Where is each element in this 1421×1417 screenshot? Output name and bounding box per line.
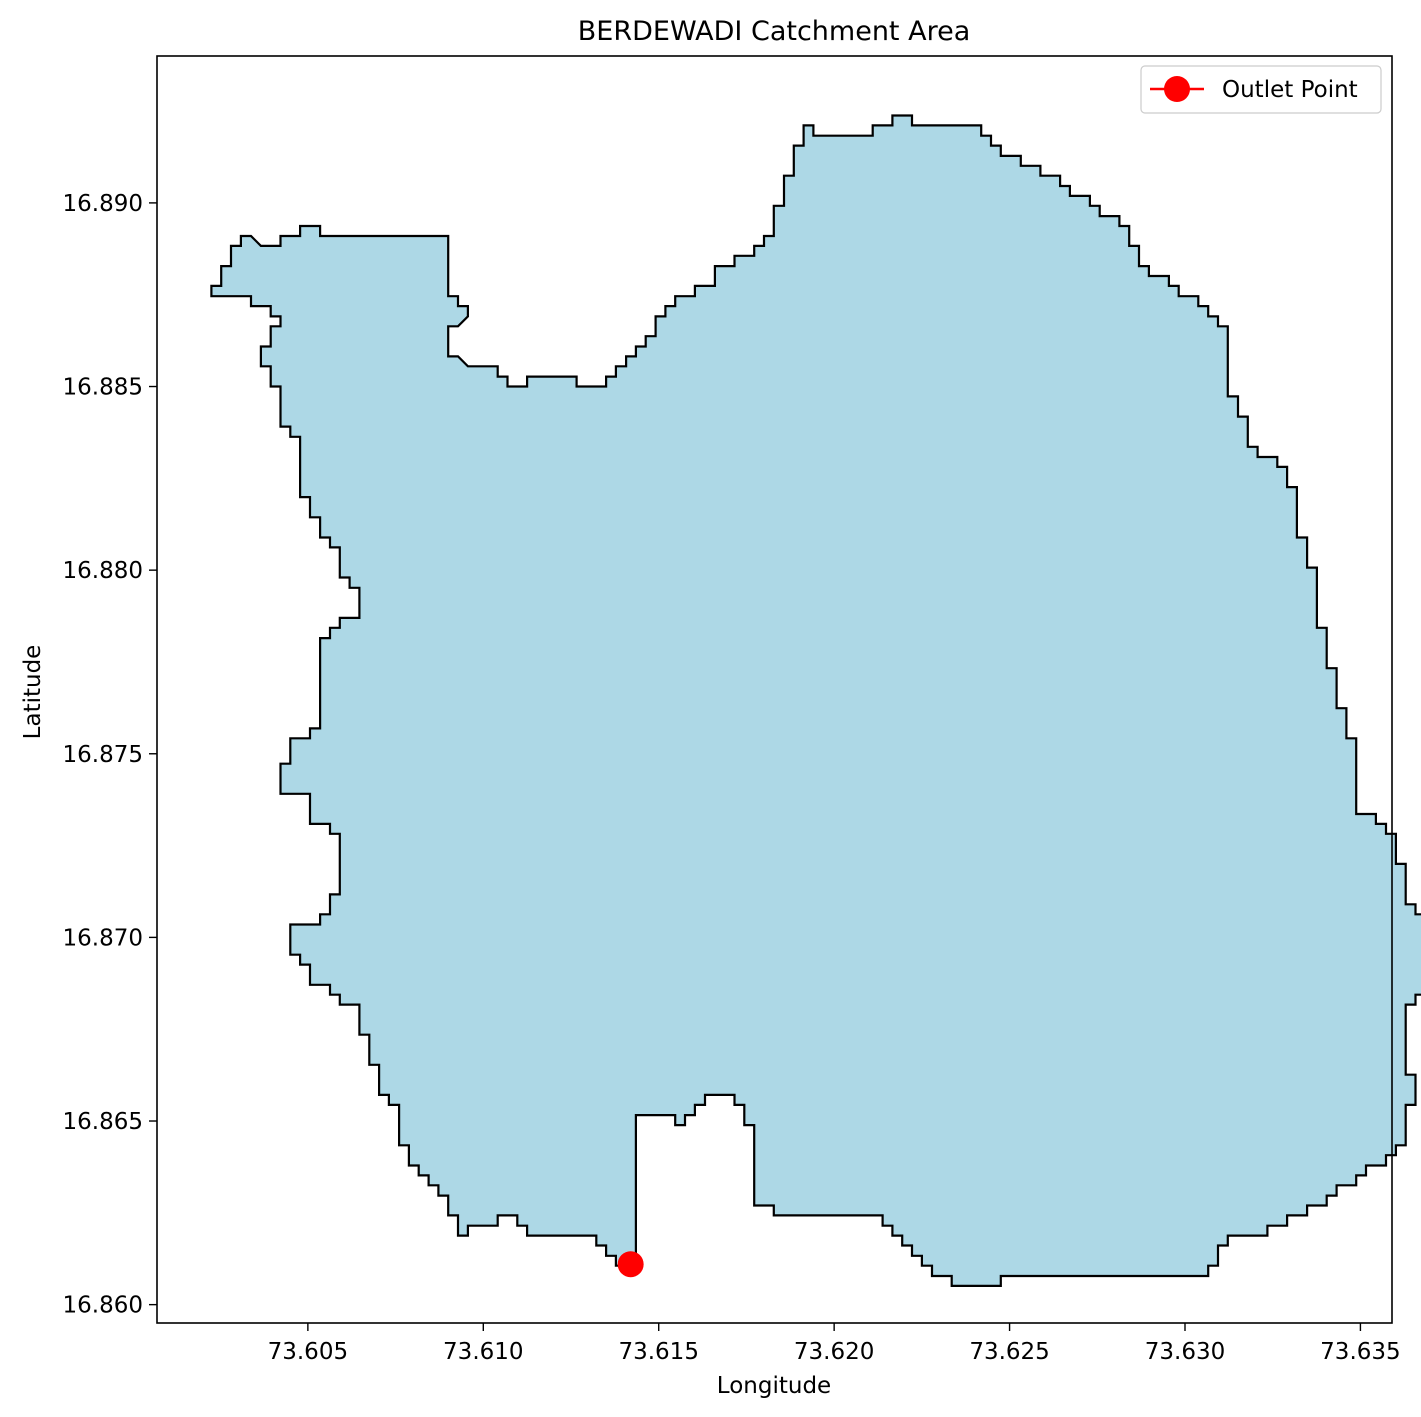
y-tick-label: 16.865 [63,1109,143,1135]
legend-box [1140,65,1382,114]
y-tick-label: 16.870 [63,925,143,951]
y-axis: 16.860 16.865 16.870 16.875 16.880 16.885 16.8… [63,191,157,1319]
chart-title: BERDEWADI Catchment Area [578,16,971,47]
y-tick-label: 16.860 [63,1293,143,1319]
y-tick-label: 16.880 [63,558,143,584]
x-tick-label: 73.630 [1145,1339,1225,1365]
x-tick-label: 73.615 [618,1339,698,1365]
catchment-polygon [210,114,1421,1287]
axes-frame [156,55,1393,1324]
y-tick-label: 16.875 [63,742,143,768]
x-tick-label: 73.620 [794,1339,874,1365]
legend-marker [1164,76,1190,102]
x-tick-label: 73.605 [268,1339,348,1365]
y-axis-label: Latitude [20,645,46,740]
outlet-point-marker [617,1251,644,1278]
y-tick-label: 16.890 [63,191,143,217]
y-tick-label: 16.885 [63,375,143,401]
legend-label: Outlet Point [1222,77,1358,103]
x-axis-label: Longitude [717,1373,831,1399]
x-tick-label: 73.635 [1320,1339,1400,1365]
x-tick-label: 73.610 [443,1339,523,1365]
legend: Outlet Point [1140,65,1382,114]
x-axis: 73.605 73.610 73.615 73.620 73.625 73.630 73.6… [268,1323,1401,1365]
plot-area [210,114,1421,1287]
x-tick-label: 73.625 [969,1339,1049,1365]
